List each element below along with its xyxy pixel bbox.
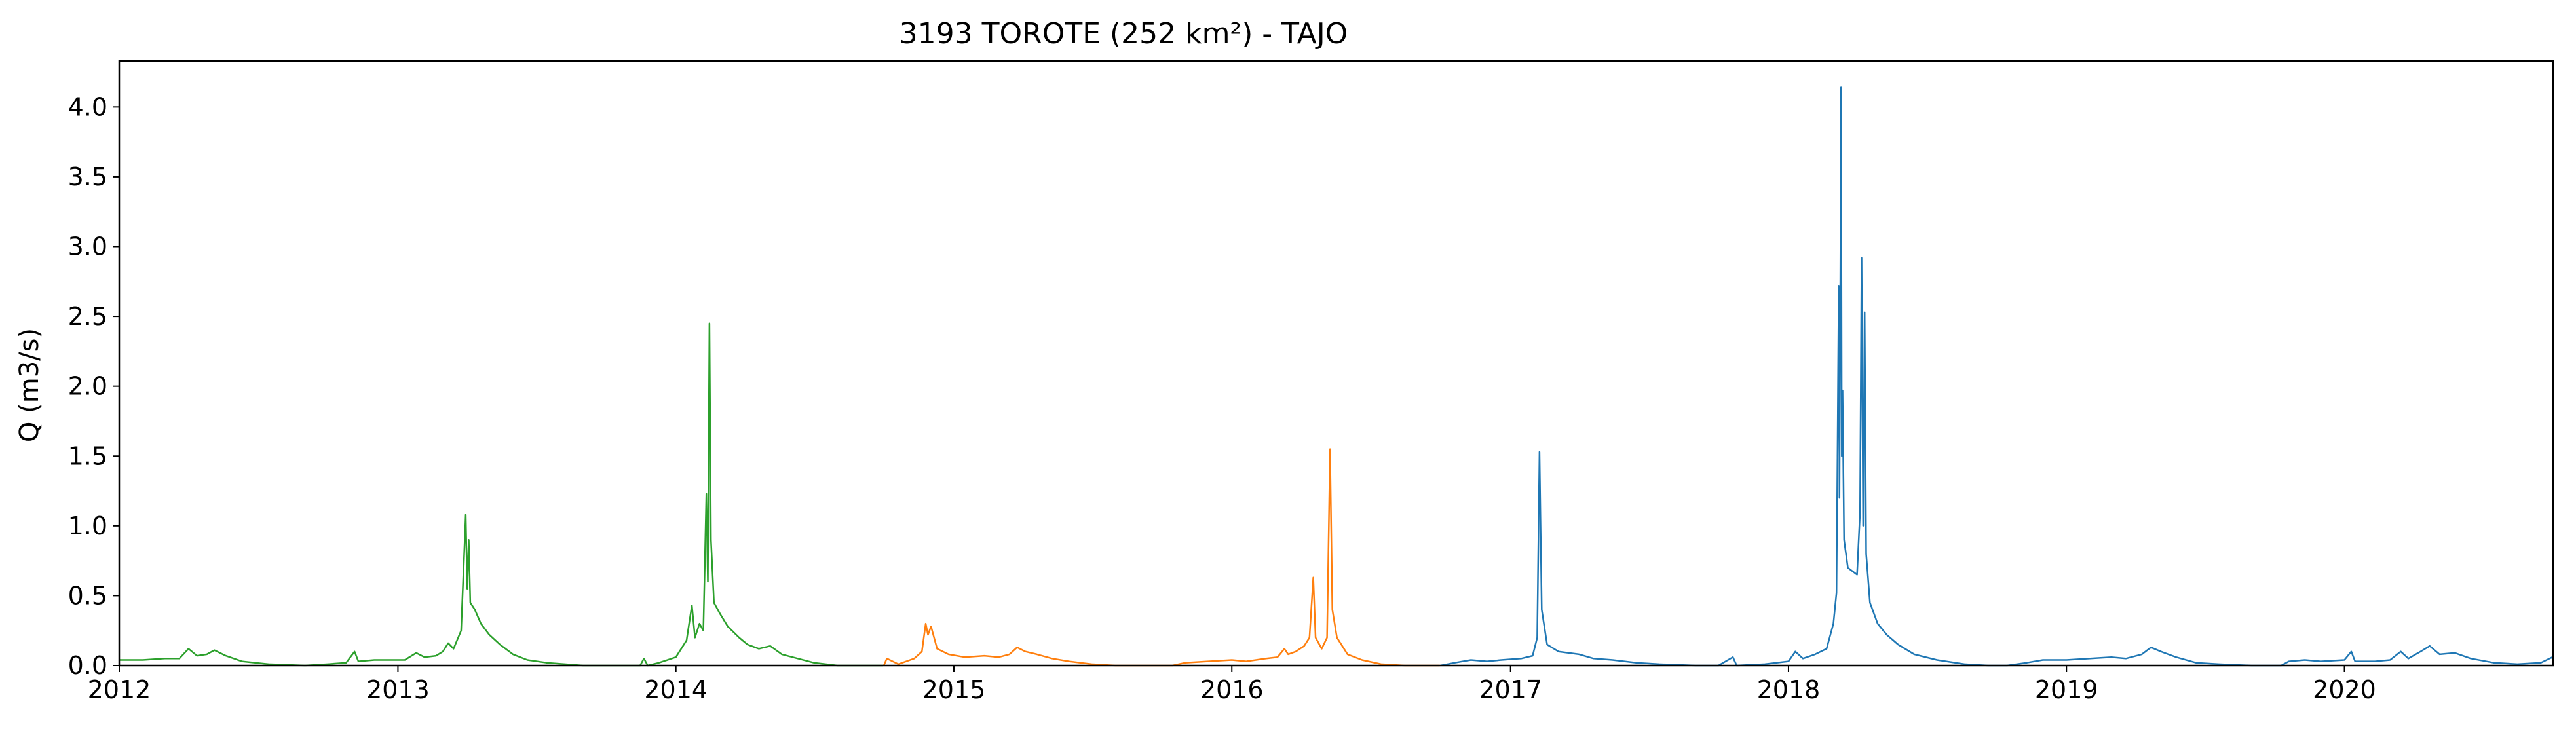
y-tick-label: 3.5	[68, 162, 107, 191]
series-line-1	[119, 322, 883, 667]
y-tick-label: 2.5	[68, 302, 107, 331]
chart-title: 3193 TOROTE (252 km²) - TAJO	[900, 17, 1348, 50]
plot-frame	[118, 60, 2554, 667]
y-tick-label: 1.0	[68, 512, 107, 540]
series-line-3	[1440, 86, 2554, 667]
x-tick-label: 2015	[922, 675, 986, 704]
x-tick-label: 2016	[1200, 675, 1264, 704]
y-tick-label: 0.5	[68, 581, 107, 610]
x-tick-label: 2020	[2313, 675, 2376, 704]
x-tick-label: 2017	[1479, 675, 1542, 704]
y-tick-label: 0.0	[68, 651, 107, 680]
x-tick-label: 2014	[644, 675, 708, 704]
series-line-2	[882, 448, 1440, 667]
y-tick-label: 2.0	[68, 372, 107, 401]
x-tick-label: 2012	[88, 675, 151, 704]
x-ticks: 2012 2013 2014 2015 2016 2017 2018 2019 2020	[88, 665, 2376, 704]
x-tick-label: 2018	[1757, 675, 1821, 704]
x-tick-label: 2013	[366, 675, 430, 704]
y-ticks: 0.0 0.5 1.0 1.5 2.0 2.5 3.0 3.5 4.0	[68, 92, 119, 680]
y-tick-label: 4.0	[68, 92, 107, 121]
y-tick-label: 3.0	[68, 233, 107, 261]
series-layer	[119, 86, 2554, 667]
x-tick-label: 2019	[2035, 675, 2098, 704]
y-axis-label: Q (m3/s)	[14, 328, 45, 442]
y-tick-label: 1.5	[68, 441, 107, 470]
